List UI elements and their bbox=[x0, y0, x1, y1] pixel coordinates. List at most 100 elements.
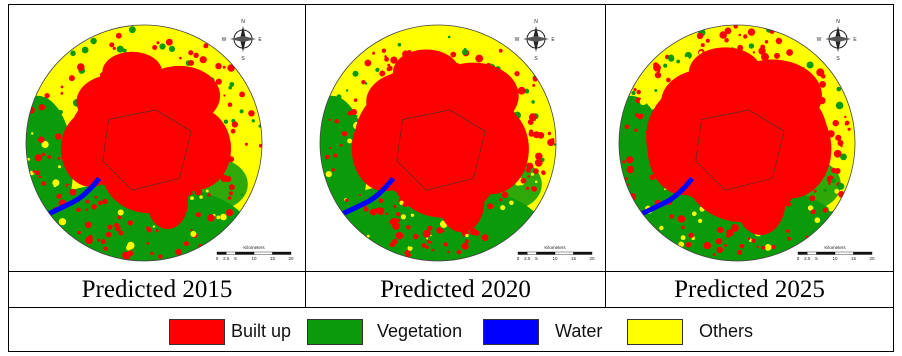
built-up-speck bbox=[818, 96, 826, 105]
land-cover-speck bbox=[514, 71, 520, 77]
land-cover-speck bbox=[144, 244, 148, 247]
caption-2025: Predicted 2025 bbox=[606, 271, 893, 307]
land-cover-speck bbox=[796, 43, 804, 50]
built-up-speck bbox=[684, 140, 688, 143]
land-cover-speck bbox=[724, 27, 732, 35]
land-cover-speck bbox=[429, 220, 433, 224]
land-cover-speck bbox=[205, 189, 209, 193]
built-up-speck bbox=[520, 177, 527, 184]
land-cover-speck bbox=[350, 181, 358, 189]
land-cover-speck bbox=[207, 214, 215, 222]
built-up-speck bbox=[747, 237, 751, 240]
land-cover-speck bbox=[179, 56, 182, 60]
map-outline bbox=[618, 24, 856, 262]
built-up-speck bbox=[517, 86, 526, 95]
land-cover-speck bbox=[243, 169, 247, 173]
compass-letter-e: E bbox=[853, 37, 857, 43]
built-up-speck bbox=[427, 71, 434, 77]
built-up-speck bbox=[381, 48, 387, 53]
legend-swatch-others bbox=[627, 319, 683, 345]
built-up-speck bbox=[138, 199, 142, 203]
boundary-line bbox=[396, 109, 486, 191]
legend-label-others: Others bbox=[699, 321, 754, 341]
built-up-speck bbox=[537, 132, 545, 139]
built-up-speck bbox=[705, 186, 709, 190]
land-cover-speck bbox=[685, 241, 692, 248]
built-up-speck bbox=[656, 121, 664, 128]
land-cover-speck bbox=[511, 56, 515, 60]
built-up-speck bbox=[809, 195, 816, 202]
built-up-speck bbox=[127, 220, 133, 226]
land-cover-speck bbox=[534, 122, 540, 128]
land-cover-speck bbox=[837, 182, 845, 190]
built-up-speck bbox=[699, 107, 707, 116]
built-up-speck bbox=[834, 168, 841, 174]
land-cover-speck bbox=[58, 218, 67, 226]
land-cover-speck bbox=[168, 45, 176, 53]
scale-segment bbox=[216, 251, 227, 255]
built-up-speck bbox=[146, 138, 152, 144]
land-cover-speck bbox=[531, 100, 535, 104]
built-up-speck bbox=[423, 155, 428, 160]
land-cover-speck bbox=[512, 63, 516, 67]
scale-tick-label: 15 bbox=[851, 256, 857, 261]
built-up-speck bbox=[531, 186, 537, 192]
built-up-speck bbox=[634, 128, 638, 132]
land-cover-speck bbox=[539, 143, 545, 150]
built-up-speck bbox=[79, 68, 83, 72]
built-up-speck bbox=[431, 248, 435, 252]
built-up-speck bbox=[406, 134, 411, 139]
land-cover-speck bbox=[424, 253, 431, 260]
compass-letter-n: N bbox=[836, 19, 840, 25]
built-up-speck bbox=[165, 77, 169, 81]
land-cover-speck bbox=[84, 221, 92, 229]
land-cover-speck bbox=[436, 227, 443, 234]
built-up-speck bbox=[138, 177, 145, 184]
land-cover-speck bbox=[117, 209, 124, 216]
land-cover-speck bbox=[439, 237, 446, 245]
land-cover-speck bbox=[668, 55, 675, 62]
land-cover-speck bbox=[40, 189, 44, 194]
built-up-speck bbox=[325, 154, 330, 160]
built-up-speck bbox=[447, 99, 453, 106]
built-up-speck bbox=[506, 154, 514, 162]
land-cover-speck bbox=[81, 49, 86, 53]
map-panel-2025: N S E W Kilometers 0 2.5 5 10 15 20 bbox=[606, 5, 893, 271]
land-cover-speck bbox=[774, 232, 779, 237]
land-cover-speck bbox=[188, 50, 194, 56]
built-up-speck bbox=[743, 207, 748, 211]
land-cover-speck bbox=[764, 244, 772, 251]
built-up-speck bbox=[798, 68, 802, 73]
land-cover-speck bbox=[195, 212, 201, 218]
built-up-speck bbox=[77, 63, 85, 71]
built-up-speck bbox=[99, 72, 106, 78]
land-cover-speck bbox=[220, 213, 227, 221]
built-up-speck bbox=[730, 217, 735, 222]
built-up-speck bbox=[161, 194, 170, 202]
legend-swatch-water bbox=[483, 319, 539, 345]
land-cover-speck bbox=[465, 233, 469, 238]
land-cover-speck bbox=[77, 230, 81, 235]
land-cover-speck bbox=[411, 32, 414, 36]
built-up-speck bbox=[714, 154, 717, 158]
figure-grid: N S E W Kilometers 0 2.5 5 10 15 20 N S E W Kilometers… bbox=[8, 4, 894, 352]
built-up-speck bbox=[469, 67, 474, 72]
built-up-speck bbox=[83, 146, 86, 150]
built-up-speck bbox=[487, 109, 495, 117]
land-cover-speck bbox=[177, 44, 185, 53]
land-cover-speck bbox=[696, 32, 704, 40]
land-cover-speck bbox=[35, 170, 41, 176]
built-up-speck bbox=[756, 200, 763, 207]
land-cover-speck bbox=[155, 229, 159, 233]
land-cover-speck bbox=[814, 217, 821, 223]
scale-bar: Kilometers 0 2.5 5 10 15 20 bbox=[797, 245, 875, 261]
land-cover-speck bbox=[498, 48, 503, 53]
land-cover-speck bbox=[355, 114, 358, 118]
land-cover-speck bbox=[146, 227, 152, 233]
land-cover-speck bbox=[347, 138, 352, 144]
land-cover-speck bbox=[40, 154, 49, 163]
built-up-speck bbox=[718, 84, 727, 92]
land-cover-speck bbox=[118, 230, 124, 236]
built-up-speck bbox=[157, 102, 160, 106]
built-up-speck bbox=[400, 126, 404, 130]
